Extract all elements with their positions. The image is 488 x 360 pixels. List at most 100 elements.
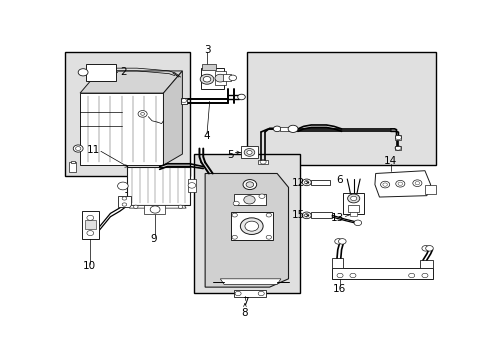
- Bar: [200, 68, 224, 89]
- Circle shape: [304, 214, 308, 217]
- Circle shape: [349, 273, 355, 278]
- Circle shape: [258, 291, 264, 296]
- Circle shape: [75, 147, 81, 150]
- Bar: [230, 212, 272, 240]
- Circle shape: [302, 212, 311, 219]
- Circle shape: [240, 218, 263, 234]
- Circle shape: [353, 220, 361, 226]
- Circle shape: [188, 183, 195, 188]
- Text: 13: 13: [330, 213, 344, 223]
- Bar: [188, 179, 195, 192]
- Bar: [223, 74, 230, 81]
- Polygon shape: [163, 71, 182, 165]
- Circle shape: [122, 203, 126, 206]
- Bar: [202, 64, 215, 69]
- Text: 10: 10: [83, 261, 96, 271]
- Bar: [233, 291, 265, 297]
- Circle shape: [336, 273, 343, 278]
- Circle shape: [73, 145, 83, 152]
- Circle shape: [87, 231, 94, 235]
- Polygon shape: [80, 71, 182, 93]
- Text: 9: 9: [150, 234, 157, 244]
- Circle shape: [138, 111, 147, 117]
- Circle shape: [246, 150, 252, 154]
- Circle shape: [408, 273, 414, 278]
- Circle shape: [350, 196, 356, 201]
- Circle shape: [421, 273, 427, 278]
- Circle shape: [228, 75, 236, 81]
- Circle shape: [237, 94, 245, 100]
- Text: 14: 14: [384, 156, 397, 166]
- Text: 4: 4: [203, 131, 210, 141]
- Circle shape: [302, 179, 311, 186]
- Bar: [82, 211, 99, 239]
- Text: 6: 6: [336, 175, 342, 185]
- Bar: [65, 51, 189, 176]
- Bar: [241, 146, 258, 158]
- Circle shape: [200, 74, 213, 84]
- Circle shape: [334, 239, 342, 244]
- Circle shape: [244, 195, 255, 204]
- Circle shape: [87, 215, 94, 220]
- Bar: [311, 180, 329, 185]
- Bar: [394, 146, 401, 150]
- Bar: [85, 64, 116, 81]
- Circle shape: [265, 235, 271, 239]
- Bar: [246, 51, 435, 165]
- Bar: [70, 161, 75, 163]
- Circle shape: [232, 213, 237, 217]
- Bar: [80, 93, 163, 165]
- Polygon shape: [205, 174, 288, 287]
- Bar: [193, 154, 299, 293]
- Circle shape: [78, 69, 88, 76]
- Circle shape: [133, 205, 138, 208]
- Circle shape: [244, 149, 254, 156]
- Bar: [180, 98, 187, 104]
- Text: 12: 12: [291, 178, 304, 188]
- Circle shape: [395, 180, 404, 187]
- Circle shape: [117, 182, 128, 190]
- Text: 2: 2: [120, 67, 127, 77]
- Text: 5: 5: [226, 150, 233, 161]
- Circle shape: [232, 235, 237, 239]
- Circle shape: [414, 181, 419, 185]
- Bar: [311, 212, 331, 219]
- Circle shape: [421, 246, 428, 251]
- Bar: [69, 162, 76, 172]
- Bar: [349, 212, 357, 216]
- Circle shape: [273, 126, 280, 132]
- Bar: [343, 193, 364, 214]
- Bar: [214, 71, 225, 85]
- Polygon shape: [220, 279, 280, 284]
- Bar: [420, 260, 432, 268]
- Circle shape: [122, 197, 126, 200]
- Circle shape: [287, 125, 297, 132]
- Circle shape: [397, 182, 402, 185]
- Bar: [84, 220, 96, 229]
- Circle shape: [380, 181, 389, 188]
- Text: 8: 8: [241, 308, 248, 318]
- Circle shape: [215, 74, 225, 82]
- Circle shape: [235, 291, 241, 296]
- Bar: [424, 185, 435, 194]
- Circle shape: [150, 206, 160, 213]
- Circle shape: [141, 112, 144, 115]
- Bar: [347, 205, 359, 212]
- Bar: [331, 268, 432, 279]
- Circle shape: [304, 181, 308, 184]
- Circle shape: [178, 205, 183, 208]
- Circle shape: [425, 246, 432, 251]
- Text: 11: 11: [86, 145, 100, 155]
- Bar: [395, 135, 401, 140]
- Bar: [233, 194, 265, 205]
- Circle shape: [347, 194, 359, 203]
- Text: 3: 3: [203, 45, 210, 55]
- Bar: [280, 127, 288, 131]
- Bar: [118, 195, 131, 207]
- Polygon shape: [374, 171, 430, 197]
- Circle shape: [382, 183, 386, 186]
- Circle shape: [245, 182, 253, 187]
- Circle shape: [233, 201, 239, 206]
- Circle shape: [265, 213, 271, 217]
- Bar: [127, 167, 189, 205]
